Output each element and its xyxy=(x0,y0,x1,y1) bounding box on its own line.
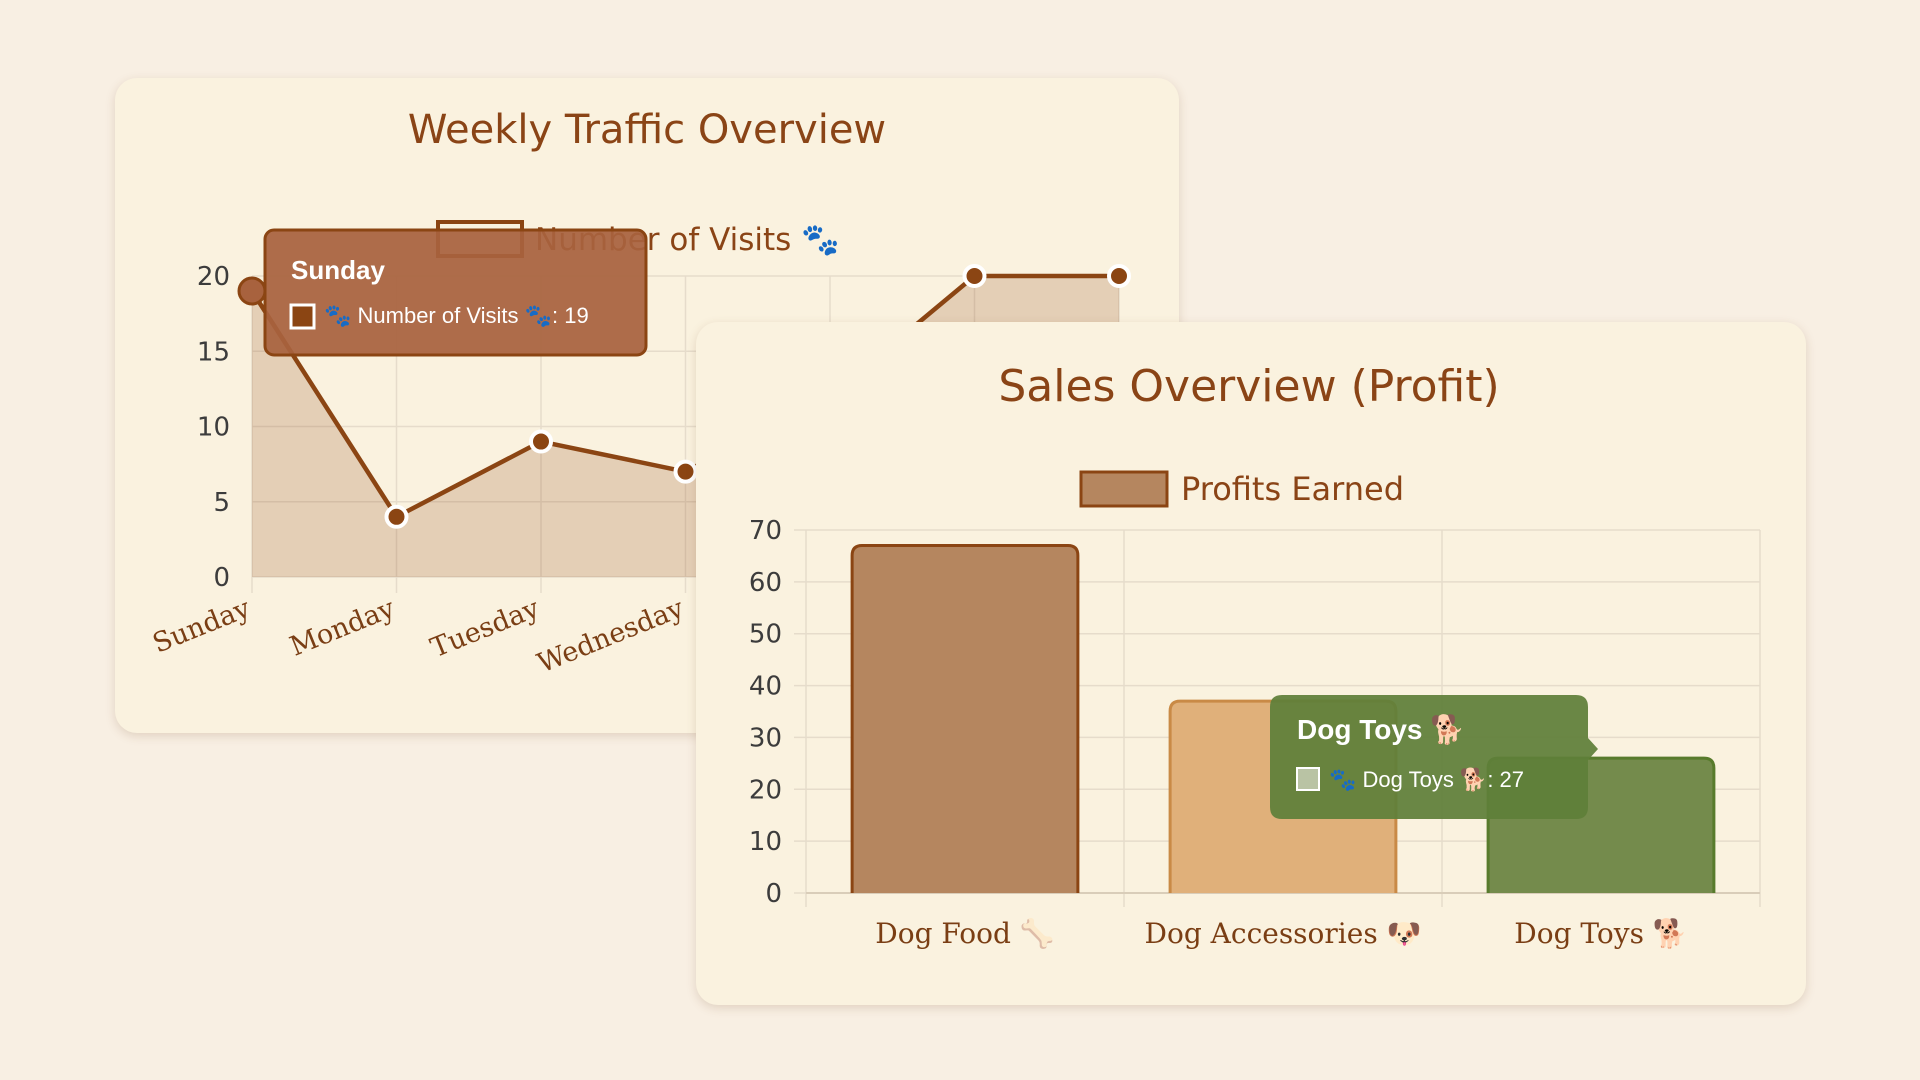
sales-y-tick-label: 30 xyxy=(749,723,782,753)
sales-x-tick-label: Dog Food 🦴 xyxy=(875,916,1054,950)
traffic-x-tick-label: Monday xyxy=(286,592,400,662)
sales-y-tick-label: 50 xyxy=(749,620,782,650)
sales-tooltip-title: Dog Toys 🐕 xyxy=(1297,713,1465,746)
sales-y-tick-label: 0 xyxy=(765,879,782,909)
traffic-data-point[interactable] xyxy=(529,429,553,454)
traffic-tooltip-box xyxy=(263,228,648,357)
traffic-data-point[interactable] xyxy=(237,276,267,306)
sales-y-tick-label: 60 xyxy=(749,568,782,598)
traffic-data-point[interactable] xyxy=(384,504,409,529)
traffic-tooltip-label: 🐾 Number of Visits 🐾: 19 xyxy=(324,303,589,328)
traffic-points xyxy=(237,264,1131,529)
traffic-y-tick-label: 0 xyxy=(213,563,230,593)
traffic-tooltip-title: Sunday xyxy=(291,255,385,285)
traffic-y-tick-label: 10 xyxy=(197,413,230,443)
sales-chart: 0 10 20 30 40 50 60 70 Dog Food 🦴 Dog Accessories… xyxy=(749,361,1761,950)
traffic-x-tick-label: Sunday xyxy=(149,592,256,659)
traffic-x-tick-label: Tuesday xyxy=(426,592,544,664)
sales-x-tick-label: Dog Accessories 🐶 xyxy=(1145,917,1422,950)
sales-ticks: 0 10 20 30 40 50 60 70 Dog Food 🦴 Dog Accessories… xyxy=(749,516,1688,950)
traffic-y-tick-label: 15 xyxy=(197,337,230,367)
sales-y-tick-label: 70 xyxy=(749,516,782,546)
traffic-y-tick-label: 5 xyxy=(213,488,230,518)
traffic-tooltip: Sunday 🐾 Number of Visits 🐾: 19 xyxy=(263,228,648,357)
traffic-data-point[interactable] xyxy=(673,459,698,484)
traffic-data-point[interactable] xyxy=(1107,264,1131,288)
sales-chart-title: Sales Overview (Profit) xyxy=(998,361,1499,412)
sales-tooltip: Dog Toys 🐕 🐾 Dog Toys 🐕: 27 xyxy=(1270,695,1598,819)
traffic-chart-title: Weekly Traffic Overview xyxy=(408,107,886,153)
sales-legend-label[interactable]: Profits Earned xyxy=(1181,470,1404,508)
sales-tooltip-swatch xyxy=(1296,767,1320,791)
traffic-x-tick-label: Wednesday xyxy=(533,592,689,679)
sales-chart-card: 0 10 20 30 40 50 60 70 Dog Food 🦴 Dog Accessories… xyxy=(696,322,1806,1005)
traffic-tooltip-swatch xyxy=(289,303,316,330)
sales-y-tick-label: 20 xyxy=(749,775,782,805)
traffic-data-point[interactable] xyxy=(962,264,987,288)
sales-tooltip-label: 🐾 Dog Toys 🐕: 27 xyxy=(1329,767,1524,792)
sales-y-tick-label: 40 xyxy=(749,672,782,702)
sales-bar[interactable] xyxy=(850,544,1080,893)
sales-x-tick-label: Dog Toys 🐕 xyxy=(1514,917,1687,950)
sales-y-tick-label: 10 xyxy=(749,827,782,857)
traffic-y-tick-label: 20 xyxy=(197,262,230,292)
sales-legend-swatch[interactable] xyxy=(1079,470,1169,508)
sales-tooltip-box xyxy=(1270,695,1598,819)
